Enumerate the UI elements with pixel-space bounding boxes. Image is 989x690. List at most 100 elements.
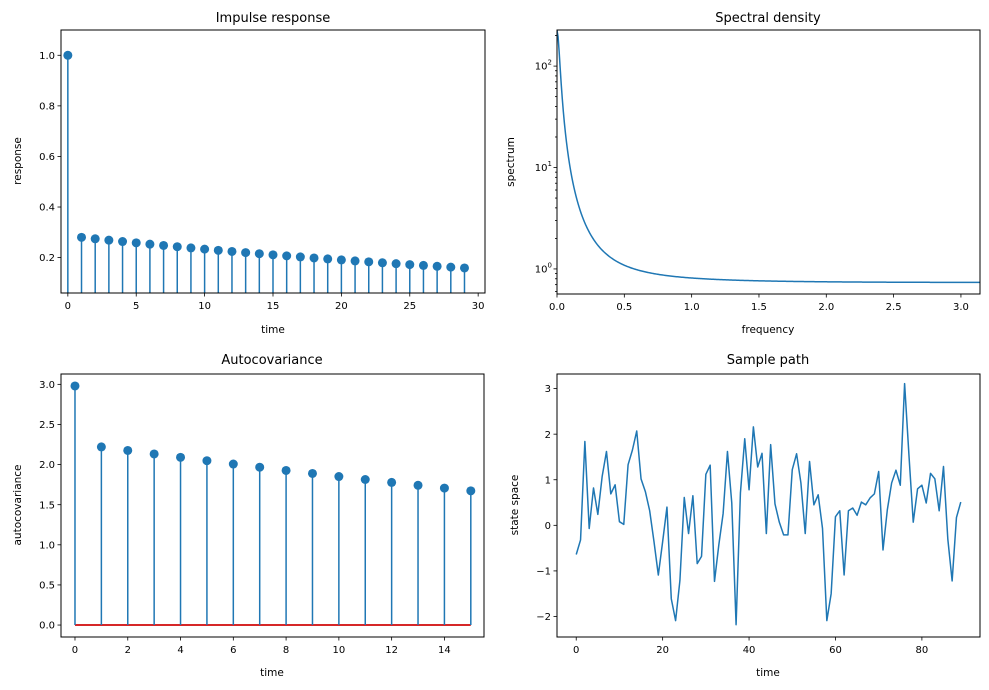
sample-marks	[575, 382, 962, 626]
autocov-stem-marker	[70, 381, 80, 391]
spectral-xtick-label: 2.5	[886, 302, 902, 313]
sample-xtick-label: 60	[829, 645, 842, 656]
sample-plot-area	[575, 382, 962, 626]
impulse-stem-marker	[186, 243, 196, 253]
autocov-xtick-label: 12	[385, 645, 398, 656]
impulse-stem-marker	[159, 240, 169, 250]
sample-ytick-label: −2	[536, 612, 551, 623]
impulse-stem-marker	[364, 257, 374, 267]
impulse-stem-marker	[309, 253, 319, 263]
impulse-stem-marker	[200, 244, 210, 254]
spectral-xtick-label: 2.0	[818, 302, 834, 313]
autocov-xlabel: time	[260, 667, 284, 679]
impulse-stem-marker	[418, 260, 428, 270]
spectral-xtick-label: 3.0	[953, 302, 969, 313]
autocov-stem-marker	[149, 449, 159, 459]
sample-axes-frame	[556, 373, 981, 638]
autocov-ytick-label: 0.0	[39, 621, 55, 632]
autocov-stem-marker	[387, 477, 397, 487]
impulse-stem-marker	[254, 249, 264, 259]
autocov-xtick-label: 14	[438, 645, 451, 656]
impulse-stem-marker	[227, 246, 237, 256]
impulse-marks	[63, 50, 469, 293]
autocov-stem-marker	[439, 483, 449, 493]
impulse-stem-marker	[323, 254, 333, 264]
sample-xtick-label: 80	[916, 645, 929, 656]
autocov-ticks: 0 2 4 6 8 10 12 14 0.0 0.5 1.0 1.5 2.0 2.5 3.0	[39, 380, 451, 656]
impulse-ytick-label: 1.0	[39, 51, 55, 62]
impulse-ytick-label: 0.6	[39, 152, 55, 163]
impulse-stem-marker	[77, 232, 87, 242]
impulse-stem-marker	[268, 250, 278, 260]
impulse-xtick-label: 25	[403, 301, 416, 312]
impulse-stem-marker	[295, 252, 305, 262]
autocov-stem-marker	[96, 442, 106, 452]
impulse-stem-marker	[213, 245, 223, 255]
impulse-stem-marker	[391, 259, 401, 269]
spectral-series-line	[557, 30, 980, 284]
impulse-xtick-label: 5	[133, 301, 139, 312]
impulse-xtick-label: 30	[472, 301, 485, 312]
sample-ytick-label: 1	[545, 475, 551, 486]
autocovariance-panel: Autocovariance time autocovariance 0 2 4 6 8…	[12, 353, 485, 679]
spectral-xlabel: frequency	[742, 324, 795, 336]
impulse-xlabel: time	[261, 324, 285, 336]
impulse-stem-marker	[118, 237, 128, 247]
impulse-ytick-label: 0.8	[39, 101, 55, 112]
spectral-xtick-label: 1.0	[684, 302, 700, 313]
impulse-stem-marker	[459, 263, 469, 273]
impulse-stem-marker	[104, 235, 114, 245]
impulse-stem-marker	[377, 258, 387, 268]
autocov-stem-marker	[281, 465, 291, 475]
impulse-stem-marker	[350, 256, 360, 266]
spectral-plot-area	[557, 30, 980, 284]
impulse-stem-marker	[90, 234, 100, 244]
spectral-xtick-label: 1.5	[751, 302, 767, 313]
impulse-stem-marker	[172, 242, 182, 252]
autocov-ytick-label: 3.0	[39, 380, 55, 391]
sample-ytick-label: 2	[545, 430, 551, 441]
autocov-stem-marker	[228, 459, 238, 469]
autocov-title: Autocovariance	[221, 353, 322, 368]
impulse-stem-marker	[405, 260, 415, 270]
spectral-xtick-label: 0.5	[616, 302, 632, 313]
impulse-title: Impulse response	[216, 11, 331, 26]
impulse-ylabel: response	[12, 137, 24, 185]
spectral-ticks: 0.0 0.5 1.0 1.5 2.0 2.5 3.0 100 101 102	[535, 35, 969, 313]
autocov-stem-marker	[255, 462, 265, 472]
autocov-stem-marker	[466, 486, 476, 496]
sample-ylabel: state space	[509, 475, 521, 536]
autocov-ytick-label: 0.5	[39, 581, 55, 592]
impulse-stem-marker	[432, 261, 442, 271]
autocov-axes-frame	[60, 373, 485, 638]
autocov-marks	[70, 381, 476, 627]
impulse-plot-area	[63, 50, 469, 293]
sample-xtick-label: 20	[656, 645, 669, 656]
spectral-marks	[557, 30, 980, 284]
impulse-ticks: 0 5 10 15 20 25 30 0.2 0.4 0.6 0.8 1.0	[39, 51, 484, 312]
impulse-xtick-label: 0	[65, 301, 71, 312]
autocov-plot-area	[70, 381, 476, 627]
sample-xlabel: time	[756, 667, 780, 679]
autocov-stem-marker	[123, 445, 133, 455]
impulse-stem-marker	[446, 262, 456, 272]
autocov-xtick-label: 6	[230, 645, 236, 656]
autocov-ytick-label: 2.0	[39, 460, 55, 471]
spectral-xtick-label: 0.0	[549, 302, 565, 313]
sample-path-panel: Sample path time state space 0 20 40 60 80−2…	[509, 353, 981, 679]
impulse-xtick-label: 10	[198, 301, 211, 312]
autocov-stem-marker	[334, 472, 344, 482]
autocov-ytick-label: 1.5	[39, 500, 55, 511]
autocov-ytick-label: 1.0	[39, 540, 55, 551]
autocov-xtick-label: 4	[177, 645, 183, 656]
impulse-xtick-label: 20	[335, 301, 348, 312]
impulse-xtick-label: 15	[267, 301, 280, 312]
sample-ticks: 0 20 40 60 80 −2 −1 0 1 2 3	[536, 384, 928, 656]
spectral-title: Spectral density	[715, 11, 821, 26]
spectral-axes-frame	[556, 29, 981, 295]
impulse-ytick-label: 0.4	[39, 203, 55, 214]
autocov-stem-marker	[307, 468, 317, 478]
impulse-stem-marker	[63, 50, 73, 60]
